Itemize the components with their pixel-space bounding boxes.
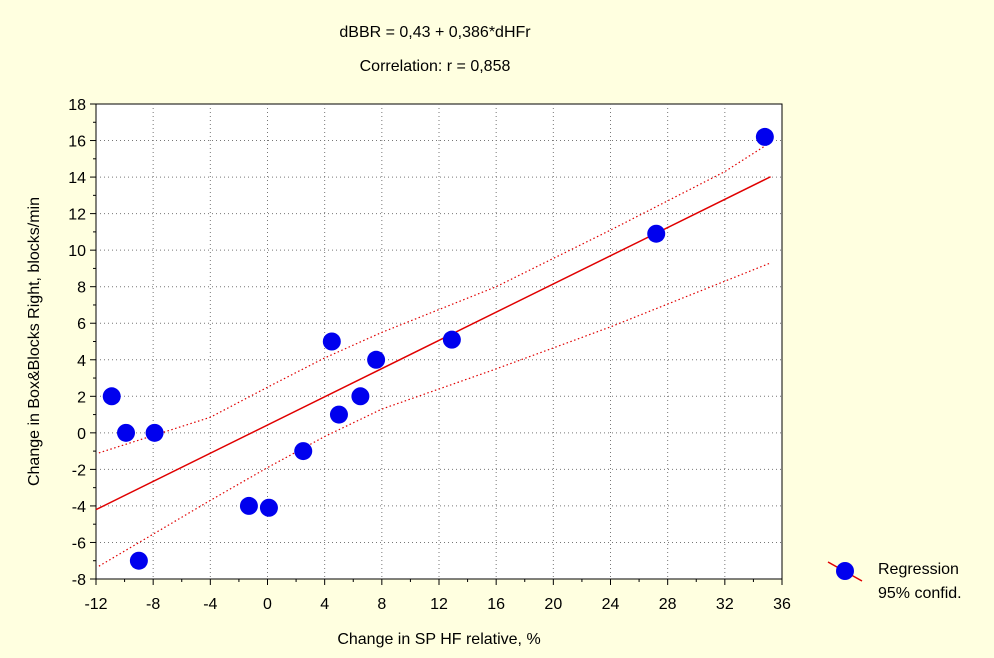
data-point <box>145 423 164 442</box>
y-tick-label: 0 <box>77 426 86 443</box>
y-axis-label: Change in Box&Blocks Right, blocks/min <box>26 197 43 486</box>
x-tick-label: 16 <box>487 596 505 613</box>
ticks-layer: -12 -8 -4 0 4 8 12 16 20 24 28 32 36-8-6-4-202468101… <box>68 97 791 613</box>
x-tick-label: 0 <box>263 596 272 613</box>
data-point <box>259 498 278 517</box>
y-tick-label: -8 <box>72 572 86 589</box>
x-tick-label: 36 <box>773 596 791 613</box>
chart-title: dBBR = 0,43 + 0,386*dHFr <box>339 24 531 41</box>
data-point <box>329 405 348 424</box>
confidence-band-upper <box>98 141 771 454</box>
x-tick-label: -4 <box>203 596 217 613</box>
x-tick-label: -8 <box>146 596 160 613</box>
data-point <box>102 387 121 406</box>
legend-label-regression: Regression <box>878 561 959 578</box>
legend-label-confidence: 95% confid. <box>878 585 962 602</box>
confidence-band-lower <box>98 262 771 567</box>
y-tick-label: 16 <box>68 134 86 151</box>
legend-marker-icon <box>827 561 863 582</box>
x-tick-label: 24 <box>602 596 620 613</box>
y-tick-label: -6 <box>72 535 86 552</box>
y-tick-label: 14 <box>68 170 86 187</box>
legend-point <box>836 562 854 580</box>
y-tick-label: 18 <box>68 97 86 114</box>
data-point <box>117 423 136 442</box>
data-point <box>367 350 386 369</box>
x-tick-label: 20 <box>544 596 562 613</box>
y-tick-label: 6 <box>77 316 86 333</box>
data-point <box>442 330 461 349</box>
data-point <box>351 387 370 406</box>
x-tick-label: 8 <box>377 596 386 613</box>
x-tick-label: 32 <box>716 596 734 613</box>
y-tick-label: 2 <box>77 389 86 406</box>
y-tick-label: 12 <box>68 207 86 224</box>
y-tick-label: -4 <box>72 499 86 516</box>
plot-frame <box>95 103 783 580</box>
y-tick-label: -2 <box>72 462 86 479</box>
data-point <box>239 496 258 515</box>
x-axis-label: Change in SP HF relative, % <box>337 631 540 648</box>
data-point <box>755 127 774 146</box>
x-tick-label: 4 <box>320 596 329 613</box>
x-tick-label: 12 <box>430 596 448 613</box>
data-point <box>322 332 341 351</box>
x-tick-label: 28 <box>659 596 677 613</box>
points-layer <box>102 127 774 570</box>
y-tick-label: 10 <box>68 243 86 260</box>
y-tick-label: 4 <box>77 353 86 370</box>
data-point <box>294 442 313 461</box>
y-tick-label: 8 <box>77 280 86 297</box>
data-point <box>129 551 148 570</box>
chart-subtitle: Correlation: r = 0,858 <box>359 58 511 75</box>
data-point <box>647 224 666 243</box>
x-tick-label: -12 <box>84 596 107 613</box>
